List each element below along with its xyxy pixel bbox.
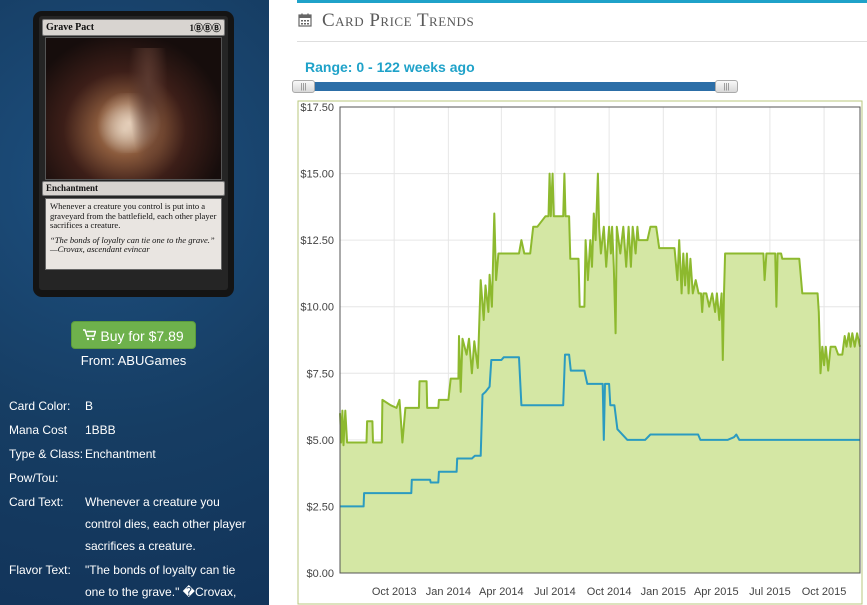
slider-handle-start[interactable]: |||: [292, 80, 315, 93]
accent-top-bar: [297, 0, 867, 3]
y-tick-label: $0.00: [306, 568, 334, 580]
info-value-color: B: [85, 399, 94, 413]
x-tick-label: Jan 2015: [641, 586, 686, 598]
info-value-mana: 1BBB: [85, 423, 116, 437]
range-label: Range: 0 - 122 weeks ago: [305, 59, 475, 75]
slider-handle-end[interactable]: |||: [715, 80, 738, 93]
series-0-area: [340, 173, 860, 573]
slider-track[interactable]: [312, 82, 732, 91]
series-0-line: [339, 172, 861, 447]
info-value-type: Enchantment: [85, 447, 156, 461]
y-tick-label: $2.50: [306, 501, 334, 513]
info-value-card-text: Whenever a creature you control dies, ea…: [85, 495, 246, 553]
card-name: Grave Pact: [46, 22, 95, 33]
x-tick-label: Jul 2015: [749, 586, 791, 598]
x-tick-label: Jul 2014: [534, 586, 576, 598]
page-title: Card Price Trends: [322, 10, 475, 31]
title-divider: [297, 41, 867, 42]
series-1-line: [340, 353, 860, 508]
info-label-flavor: Flavor Text:: [9, 563, 71, 577]
x-tick-label: Oct 2014: [587, 586, 632, 598]
y-tick-label: $7.50: [306, 368, 334, 380]
plot-border: [339, 106, 861, 574]
card-rules-text: Whenever a creature you control is put i…: [50, 201, 217, 231]
card-flavor-attribution: —Crovax, ascendant evincar: [50, 244, 150, 255]
card-mana-cost: 1ⒷⒷⒷ: [189, 23, 221, 33]
card-image: Grave Pact 1ⒷⒷⒷ Enchantment Whenever a c…: [33, 11, 234, 297]
y-tick-label: $10.00: [300, 302, 334, 314]
card-artwork: [45, 37, 222, 180]
info-label-mana: Mana Cost: [9, 423, 68, 437]
price-chart: $0.00 $2.50 $5.00 $7.50 $10.00 $12.50 $15.00 $1…: [297, 100, 863, 605]
card-sidebar: Grave Pact 1ⒷⒷⒷ Enchantment Whenever a c…: [0, 0, 269, 605]
info-label-type: Type & Class:: [9, 447, 84, 461]
artwork-figure: [128, 48, 168, 168]
range-slider[interactable]: ||| |||: [292, 80, 738, 93]
seller-name: From: ABUGames: [80, 353, 187, 368]
x-tick-label: Apr 2015: [694, 586, 739, 598]
cart-icon: [83, 322, 97, 350]
calendar-icon: [298, 13, 312, 27]
info-label-color: Card Color:: [9, 399, 71, 413]
info-label-card-text: Card Text:: [9, 495, 64, 509]
buy-button[interactable]: Buy for $7.89: [71, 321, 196, 349]
x-tick-label: Apr 2014: [479, 586, 524, 598]
card-title-bar: Grave Pact 1ⒷⒷⒷ: [42, 19, 225, 36]
x-tick-label: Jan 2014: [426, 586, 471, 598]
y-tick-label: $17.50: [300, 102, 334, 114]
y-tick-label: $12.50: [300, 235, 334, 247]
y-tick-label: $15.00: [300, 169, 334, 181]
card-text-box: Whenever a creature you control is put i…: [45, 198, 222, 270]
buy-button-label: Buy for $7.89: [100, 328, 184, 344]
card-flavor-text: “The bonds of loyalty can tie one to the…: [50, 234, 215, 245]
card-frame: Grave Pact 1ⒷⒷⒷ Enchantment Whenever a c…: [39, 16, 228, 290]
card-type-line: Enchantment: [42, 181, 225, 196]
info-value-flavor: "The bonds of loyalty can tie one to the…: [85, 563, 237, 599]
info-label-powtou: Pow/Tou:: [9, 471, 59, 485]
x-tick-label: Oct 2013: [372, 586, 417, 598]
y-tick-label: $5.00: [306, 435, 334, 447]
x-tick-label: Oct 2015: [802, 586, 847, 598]
